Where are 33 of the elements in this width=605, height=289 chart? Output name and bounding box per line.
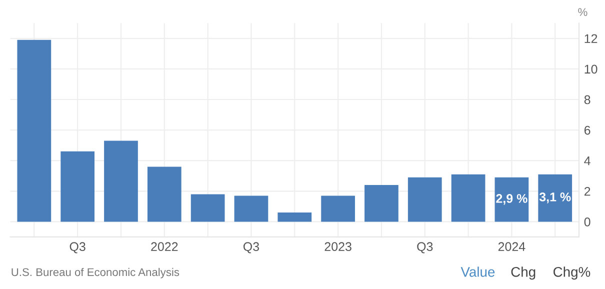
y-tick-label: 6	[584, 126, 590, 135]
text: Chg%	[554, 266, 590, 280]
x-tick-label: 2022	[151, 242, 178, 252]
y-tick-label: 4	[584, 156, 590, 166]
y-tick-label: 0	[584, 218, 590, 226]
text: Value	[460, 266, 495, 277]
text: U.S. Bureau of Economic Analysis	[12, 268, 180, 278]
text: Chg	[511, 266, 536, 280]
bar	[408, 177, 442, 222]
x-tick-label: 2023	[324, 242, 352, 252]
data-label: 3,1 %	[539, 192, 571, 204]
x-tick-label: Q3	[70, 242, 86, 254]
bar	[104, 140, 138, 222]
bar	[278, 212, 312, 222]
y-tick-label: 12	[584, 34, 598, 43]
data-label: 2,9 %	[496, 194, 528, 205]
bar	[494, 177, 529, 222]
bar	[451, 174, 486, 222]
bar	[17, 40, 52, 222]
bar	[538, 174, 572, 222]
bar	[364, 185, 398, 222]
bar	[190, 194, 225, 222]
bar	[321, 196, 355, 222]
bar	[60, 151, 95, 222]
y-tick-label: 2	[584, 186, 590, 196]
x-tick-label: Q3	[243, 242, 260, 254]
y-tick-label: 8	[584, 95, 590, 104]
y-axis-title: %	[578, 8, 588, 16]
x-tick-label: 2024	[498, 242, 526, 252]
bar	[147, 166, 182, 222]
x-tick-label: Q3	[417, 242, 433, 254]
y-tick-label: 10	[584, 64, 598, 74]
bar	[234, 196, 268, 222]
